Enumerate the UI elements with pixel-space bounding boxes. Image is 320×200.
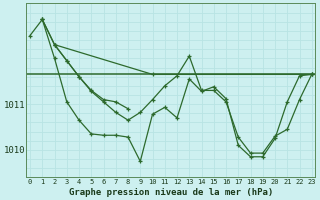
X-axis label: Graphe pression niveau de la mer (hPa): Graphe pression niveau de la mer (hPa) [69,188,273,197]
